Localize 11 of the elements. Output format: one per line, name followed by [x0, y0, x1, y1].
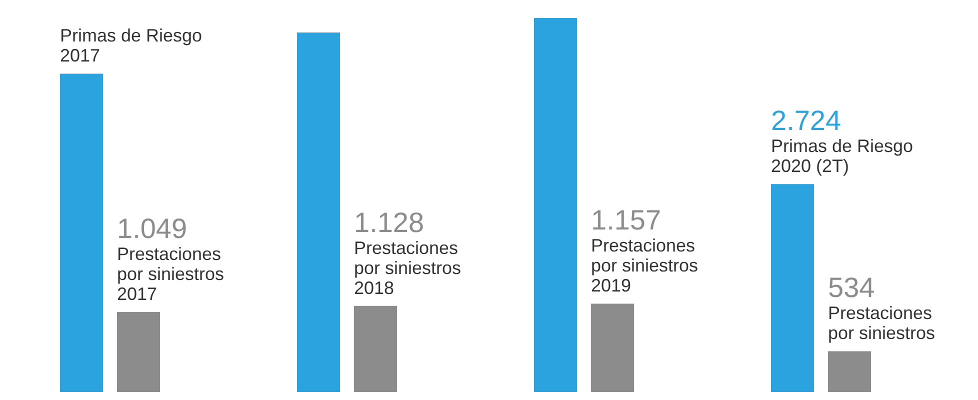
annotation: Prestaciones por siniestros 2017	[117, 244, 224, 304]
data-label: 1.157	[591, 204, 662, 236]
data-label: 2.724	[771, 105, 842, 136]
data-label: 534	[828, 272, 875, 304]
annotation: Primas de Riesgo 2020 (2T)	[771, 136, 914, 176]
annotation: Prestaciones por siniestros 2018	[354, 238, 462, 298]
data-label: 1.049	[117, 212, 188, 244]
annotation: Prestaciones por siniestros 2019	[591, 236, 698, 296]
data-label: 1.128	[354, 206, 424, 238]
annotation: Primas de Riesgo 2017	[60, 26, 202, 66]
annotation: Prestaciones por siniestros	[828, 303, 936, 344]
